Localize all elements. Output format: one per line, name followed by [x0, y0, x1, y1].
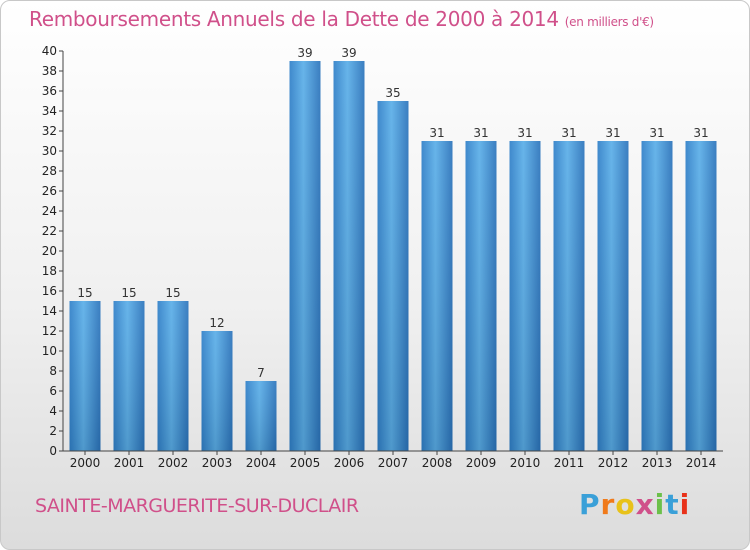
bar-shade	[641, 141, 673, 451]
bar-shade	[289, 61, 321, 451]
bar-shade	[597, 141, 629, 451]
bar-shade	[333, 61, 365, 451]
bar-shade	[245, 381, 277, 451]
bar-shade	[553, 141, 585, 451]
logo-letter: t	[665, 488, 680, 521]
logo-letter: P	[579, 488, 601, 521]
proxiti-logo: Proxiti	[579, 488, 690, 521]
y-tick-label: 16	[42, 284, 57, 298]
bar-value-label: 12	[209, 316, 224, 330]
y-tick-label: 2	[49, 424, 57, 438]
bar-shade	[685, 141, 717, 451]
bar-shade	[377, 101, 409, 451]
x-tick-label: 2003	[202, 456, 233, 470]
x-tick-label: 2000	[70, 456, 101, 470]
logo-letter: x	[635, 488, 655, 521]
y-tick-label: 26	[42, 184, 57, 198]
y-tick-label: 24	[42, 204, 57, 218]
x-tick-label: 2008	[422, 456, 453, 470]
bar-value-label: 31	[517, 126, 532, 140]
y-tick-label: 12	[42, 324, 57, 338]
x-tick-label: 2005	[290, 456, 321, 470]
chart-title: Remboursements Annuels de la Dette de 20…	[29, 7, 654, 31]
x-tick-label: 2013	[642, 456, 673, 470]
bar-shade	[157, 301, 189, 451]
bar-shade	[69, 301, 101, 451]
y-tick-label: 34	[42, 104, 57, 118]
bar-value-label: 7	[257, 366, 265, 380]
bar-value-label: 35	[385, 86, 400, 100]
x-tick-label: 2001	[114, 456, 145, 470]
bar-value-label: 39	[341, 46, 356, 60]
bars-group: 15 15 15 12 7 39 39 35 31 31 31 31 31 31 31	[69, 46, 717, 451]
bar-shade	[113, 301, 145, 451]
chart-unit: (en milliers d'€)	[564, 15, 654, 29]
x-tick-label: 2014	[686, 456, 717, 470]
bar-value-label: 31	[605, 126, 620, 140]
y-tick-label: 40	[42, 44, 57, 58]
logo-letter: i	[679, 488, 691, 521]
bar-value-label: 31	[649, 126, 664, 140]
x-tick-label: 2009	[466, 456, 497, 470]
bar-shade	[465, 141, 497, 451]
bar-shade	[421, 141, 453, 451]
x-tick-label: 2010	[510, 456, 541, 470]
x-axis: 2000 2001 2002 2003 2004 2005 2006 2007 2008 2009…	[63, 450, 723, 470]
y-tick-label: 20	[42, 244, 57, 258]
bar-value-label: 31	[473, 126, 488, 140]
y-tick-label: 36	[42, 84, 57, 98]
x-tick-label: 2002	[158, 456, 189, 470]
y-tick-label: 14	[42, 304, 57, 318]
y-tick-label: 22	[42, 224, 57, 238]
y-tick-label: 6	[49, 384, 57, 398]
y-tick-label: 0	[49, 444, 57, 458]
y-tick-label: 38	[42, 64, 57, 78]
y-tick-label: 18	[42, 264, 57, 278]
bar-value-label: 31	[429, 126, 444, 140]
x-tick-label: 2006	[334, 456, 365, 470]
bar-shade	[509, 141, 541, 451]
x-tick-label: 2004	[246, 456, 277, 470]
x-tick-label: 2012	[598, 456, 629, 470]
logo-letter: i	[654, 488, 666, 521]
y-tick-label: 10	[42, 344, 57, 358]
bar-shade	[201, 331, 233, 451]
logo-letter: r	[600, 488, 616, 521]
bar-value-label: 15	[121, 286, 136, 300]
y-tick-label: 4	[49, 404, 57, 418]
x-tick-label: 2007	[378, 456, 409, 470]
y-tick-label: 28	[42, 164, 57, 178]
y-tick-label: 30	[42, 144, 57, 158]
x-tick-label: 2011	[554, 456, 585, 470]
y-tick-label: 32	[42, 124, 57, 138]
bar-value-label: 31	[561, 126, 576, 140]
chart-title-text: Remboursements Annuels de la Dette de 20…	[29, 7, 559, 31]
y-tick-label: 8	[49, 364, 57, 378]
bar-value-label: 15	[165, 286, 180, 300]
bar-value-label: 15	[77, 286, 92, 300]
bar-value-label: 39	[297, 46, 312, 60]
logo-letter: o	[615, 488, 636, 521]
town-name: SAINTE-MARGUERITE-SUR-DUCLAIR	[35, 495, 359, 517]
bar-value-label: 31	[693, 126, 708, 140]
